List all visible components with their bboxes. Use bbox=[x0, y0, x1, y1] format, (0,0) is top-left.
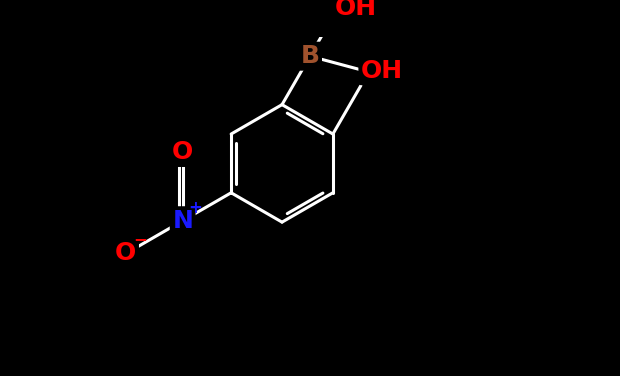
Text: −: − bbox=[133, 230, 147, 248]
Text: +: + bbox=[188, 199, 202, 217]
Text: O: O bbox=[172, 141, 193, 164]
Text: OH: OH bbox=[335, 0, 377, 20]
Text: N: N bbox=[172, 209, 193, 233]
Text: B: B bbox=[301, 44, 319, 68]
Text: O: O bbox=[115, 241, 136, 265]
Text: OH: OH bbox=[361, 59, 403, 83]
